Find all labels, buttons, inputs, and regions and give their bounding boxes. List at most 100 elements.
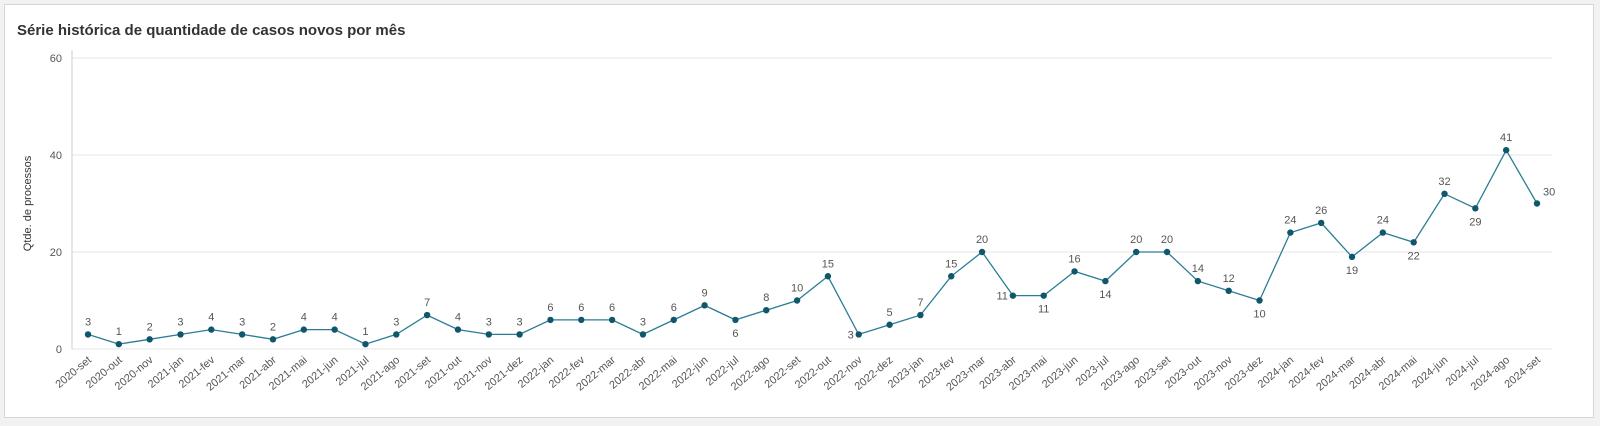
data-label: 14: [1099, 289, 1111, 301]
data-label: 2: [147, 321, 153, 333]
data-label: 1: [362, 326, 368, 338]
data-label: 24: [1377, 215, 1389, 227]
data-point: [824, 273, 832, 280]
data-point: [1379, 229, 1387, 236]
data-label: 19: [1346, 265, 1358, 277]
data-point: [331, 326, 338, 333]
data-point: [948, 273, 955, 280]
data-label: 3: [239, 316, 245, 328]
data-label: 22: [1408, 250, 1420, 262]
data-label: 6: [609, 302, 615, 314]
data-point: [454, 326, 462, 333]
data-label: 11: [1038, 304, 1049, 316]
data-point: [763, 307, 770, 314]
data-label: 7: [917, 297, 923, 309]
data-label: 16: [1068, 253, 1080, 265]
data-point: [177, 331, 184, 338]
data-label: 20: [976, 234, 988, 246]
data-label: 11: [996, 291, 1007, 303]
data-label: 3: [848, 329, 854, 341]
data-label: 3: [517, 316, 523, 328]
data-label: 4: [208, 312, 214, 324]
data-label: 10: [1253, 309, 1265, 321]
data-label: 15: [945, 258, 957, 270]
data-point: [393, 331, 400, 338]
data-point: [1441, 190, 1448, 197]
data-point: [485, 331, 492, 338]
data-label: 32: [1438, 176, 1450, 188]
data-point: [793, 297, 801, 304]
data-label: 24: [1284, 215, 1296, 227]
data-point: [701, 302, 708, 309]
data-point: [1317, 219, 1325, 227]
data-point: [146, 336, 153, 343]
y-tick-label: 60: [50, 53, 62, 65]
data-point: [1502, 146, 1510, 154]
data-label: 41: [1500, 132, 1512, 144]
data-point: [115, 340, 123, 348]
data-point: [547, 316, 554, 324]
data-label: 5: [887, 307, 893, 319]
data-label: 12: [1223, 273, 1235, 285]
data-point: [1410, 239, 1417, 246]
series-line: [87, 148, 1538, 345]
data-point: [1348, 253, 1356, 261]
data-label: 3: [640, 316, 646, 328]
data-point: [1256, 297, 1263, 304]
data-label: 14: [1192, 263, 1204, 275]
data-point: [1163, 248, 1171, 256]
data-point: [1009, 292, 1017, 299]
data-label: 26: [1315, 205, 1327, 217]
data-point: [362, 340, 369, 348]
data-point: [238, 331, 246, 338]
data-point: [423, 311, 431, 319]
data-point: [1472, 205, 1479, 212]
data-label: 6: [578, 302, 584, 314]
data-point: [84, 331, 92, 338]
data-label: 1: [116, 326, 122, 338]
data-label: 6: [671, 302, 677, 314]
data-label: 4: [455, 312, 461, 324]
data-point: [1533, 200, 1541, 207]
data-point: [1040, 292, 1047, 299]
data-point: [1133, 248, 1140, 256]
data-label: 8: [763, 292, 769, 304]
chart-title: Série histórica de quantidade de casos n…: [17, 22, 406, 39]
data-label: 3: [177, 316, 183, 328]
data-point: [917, 311, 924, 319]
data-point: [578, 316, 585, 324]
data-label: 2: [270, 321, 276, 333]
data-label: 20: [1130, 234, 1142, 246]
data-point: [516, 331, 523, 338]
data-label: 30: [1543, 187, 1555, 199]
data-label: 6: [547, 302, 553, 314]
data-label: 3: [85, 316, 91, 328]
data-point: [300, 326, 308, 333]
data-point: [608, 316, 616, 324]
data-label: 10: [791, 283, 803, 295]
data-point: [1102, 277, 1109, 285]
data-label: 15: [822, 258, 834, 270]
y-tick-label: 0: [56, 344, 62, 356]
data-label: 3: [393, 316, 399, 328]
data-label: 7: [424, 297, 430, 309]
data-point: [1287, 229, 1294, 236]
data-point: [978, 248, 986, 256]
data-label: 9: [702, 287, 708, 299]
y-axis-title: Qtde. de processos: [22, 155, 34, 251]
data-point: [886, 321, 893, 328]
data-point: [732, 316, 739, 324]
data-point: [208, 326, 215, 333]
data-point: [1071, 268, 1078, 275]
data-label: 29: [1469, 216, 1481, 228]
y-tick-label: 20: [50, 247, 62, 259]
data-point: [670, 316, 677, 324]
data-label: 6: [732, 328, 738, 340]
y-tick-label: 40: [50, 150, 62, 162]
data-label: 4: [332, 312, 338, 324]
data-label: 4: [301, 312, 307, 324]
data-label: 3: [486, 316, 492, 328]
data-point: [269, 336, 277, 343]
data-label: 20: [1161, 234, 1173, 246]
